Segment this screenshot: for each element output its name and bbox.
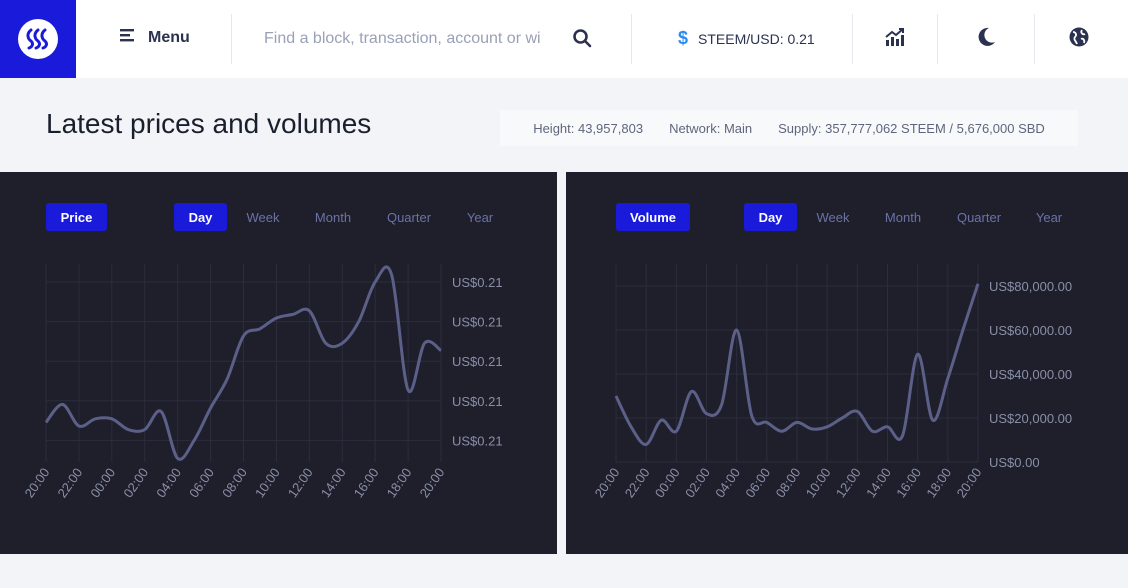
x-tick-label: 14:00 [318, 465, 349, 500]
x-tick-label: 18:00 [923, 465, 954, 500]
tab-quarter[interactable]: Quarter [956, 209, 1002, 225]
globe-icon[interactable] [1068, 26, 1090, 53]
price-chart: US$0.21 US$0.21 US$0.21 US$0.21 US$0.21 20:00… [22, 264, 503, 500]
volume-panel: Volume Day Week Month Quarter Year US$80… [566, 172, 1128, 554]
series-line [614, 283, 980, 446]
x-tick-label: 02:00 [682, 465, 713, 500]
y-tick-label: US$80,000.00 [989, 279, 1072, 294]
page-title: Latest prices and volumes [46, 108, 372, 139]
x-tick-label: 00:00 [652, 465, 683, 500]
divider [631, 14, 632, 64]
chart-icon[interactable] [884, 26, 906, 53]
volume-button[interactable]: Volume [616, 203, 690, 231]
tab-week[interactable]: Week [816, 209, 850, 225]
price-button[interactable]: Price [46, 203, 107, 231]
x-tick-label: 02:00 [120, 465, 151, 500]
divider [1034, 14, 1035, 64]
tab-day[interactable]: Day [744, 203, 797, 231]
dollar-icon: $ [678, 28, 689, 48]
network-name: Network: Main [669, 120, 753, 136]
x-tick-label: 06:00 [186, 465, 217, 500]
price-panel: Price Day Week Month Quarter Year US$0.2… [0, 172, 557, 554]
x-tick-label: 20:00 [417, 465, 448, 500]
x-tick-label: 12:00 [833, 465, 864, 500]
x-tick-label: 16:00 [893, 465, 924, 500]
y-tick-label: US$0.21 [452, 275, 503, 290]
x-tick-label: 04:00 [153, 465, 184, 500]
x-tick-label: 18:00 [384, 465, 415, 500]
x-tick-label: 20:00 [22, 465, 53, 500]
steem-logo-icon [18, 19, 58, 59]
steem-logo[interactable] [0, 0, 76, 78]
series-line [44, 265, 442, 461]
ticker-text: STEEM/USD: 0.21 [698, 30, 815, 47]
x-tick-label: 10:00 [803, 465, 834, 500]
divider [937, 14, 938, 64]
search-input[interactable] [264, 26, 546, 52]
x-tick-label: 04:00 [712, 465, 743, 500]
divider [852, 14, 853, 64]
x-tick-label: 16:00 [351, 465, 382, 500]
y-tick-label: US$0.21 [452, 433, 503, 448]
price-ticker: $ STEEM/USD: 0.21 [678, 28, 815, 49]
tab-year[interactable]: Year [466, 209, 494, 225]
x-tick-label: 08:00 [773, 465, 804, 500]
block-height: Height: 43,957,803 [533, 120, 644, 136]
x-tick-label: 06:00 [742, 465, 773, 500]
x-tick-label: 20:00 [954, 465, 985, 500]
volume-chart: US$80,000.00 US$60,000.00 US$40,000.00 US$2… [592, 264, 1072, 500]
x-tick-label: 08:00 [219, 465, 250, 500]
y-tick-label: US$0.00 [989, 455, 1040, 470]
chart-grid [615, 264, 979, 463]
y-tick-label: US$40,000.00 [989, 367, 1072, 382]
y-tick-label: US$60,000.00 [989, 323, 1072, 338]
x-tick-label: 22:00 [54, 465, 85, 500]
tab-month[interactable]: Month [314, 209, 352, 225]
x-tick-label: 22:00 [622, 465, 653, 500]
menu-button[interactable]: Menu [120, 28, 190, 47]
moon-icon[interactable] [975, 26, 997, 53]
search-icon[interactable] [572, 28, 592, 53]
tab-year[interactable]: Year [1035, 209, 1063, 225]
menu-label: Menu [148, 28, 190, 46]
x-tick-label: 14:00 [863, 465, 894, 500]
supply-info: Supply: 357,777,062 STEEM / 5,676,000 SB… [778, 120, 1045, 136]
y-tick-label: US$0.21 [452, 354, 503, 369]
x-tick-label: 00:00 [87, 465, 118, 500]
divider [231, 14, 232, 64]
tab-quarter[interactable]: Quarter [386, 209, 432, 225]
x-tick-label: 20:00 [592, 465, 623, 500]
y-tick-label: US$20,000.00 [989, 411, 1072, 426]
chain-stats: Height: 43,957,803 Network: Main Supply:… [500, 110, 1078, 146]
tab-week[interactable]: Week [246, 209, 280, 225]
tab-day[interactable]: Day [174, 203, 227, 231]
x-tick-label: 10:00 [252, 465, 283, 500]
chart-grid [45, 264, 442, 462]
top-navbar: Menu $ STEEM/USD: 0.21 [0, 0, 1128, 78]
y-tick-label: US$0.21 [452, 394, 503, 409]
x-tick-label: 12:00 [285, 465, 316, 500]
hamburger-icon [120, 28, 136, 47]
y-tick-label: US$0.21 [452, 315, 503, 330]
tab-month[interactable]: Month [884, 209, 922, 225]
